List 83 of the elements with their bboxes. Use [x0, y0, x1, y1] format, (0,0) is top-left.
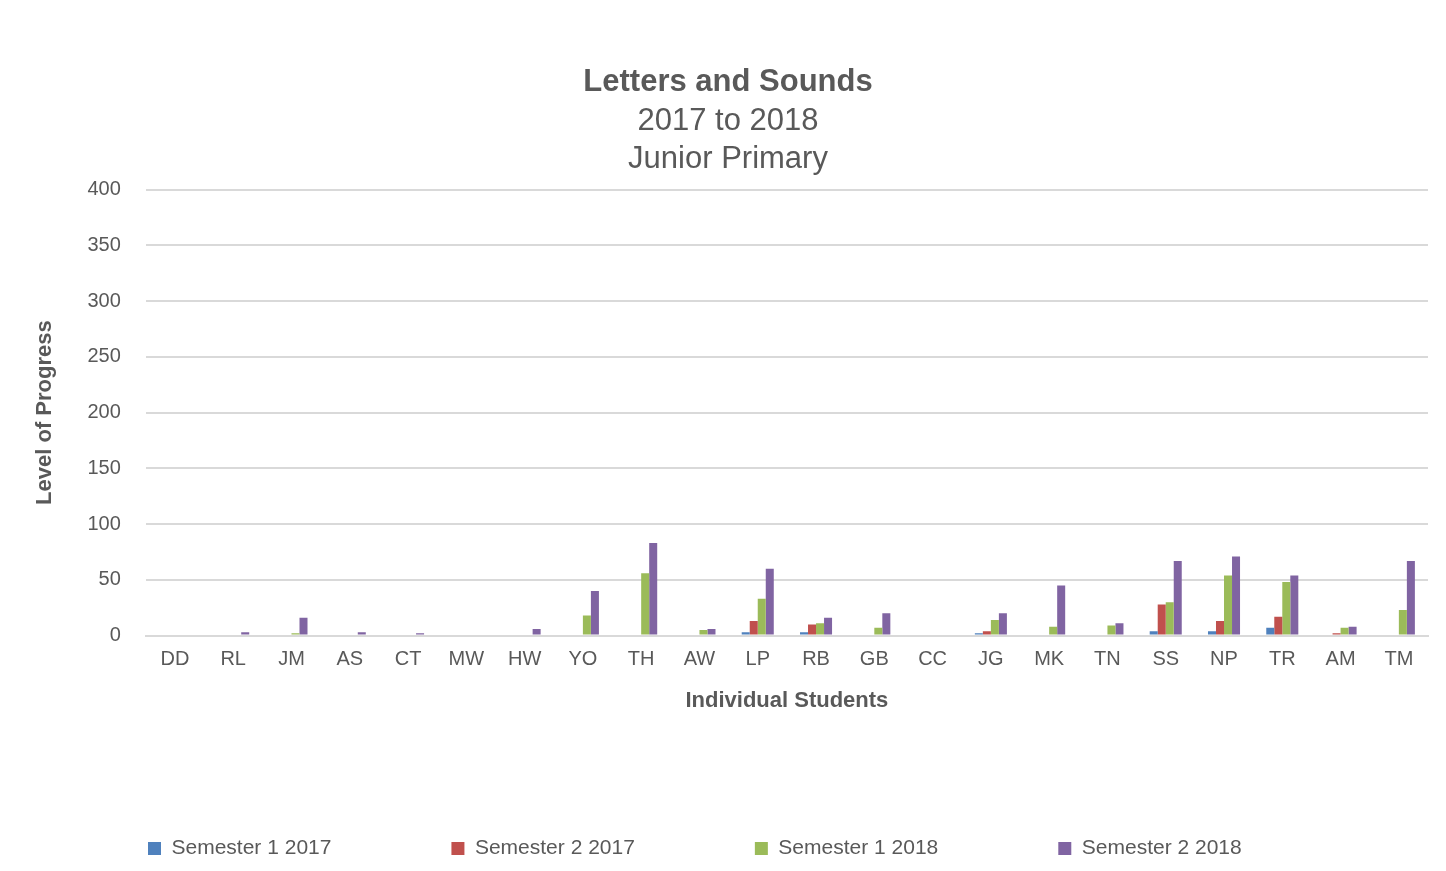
legend-label: Semester 1 2018	[778, 835, 939, 859]
text: Junior Primary	[628, 139, 828, 175]
y-tick-label: 200	[87, 400, 121, 423]
x-tick-label: RL	[220, 647, 246, 670]
bar	[1266, 627, 1275, 635]
y-tick-label: 350	[87, 232, 121, 255]
bar	[590, 591, 599, 635]
bar	[649, 543, 658, 635]
bar	[982, 631, 991, 635]
x-tick-label: MK	[1034, 647, 1065, 670]
bar	[1224, 575, 1233, 635]
bar	[1406, 560, 1415, 635]
x-tick-label: AM	[1325, 647, 1356, 670]
x-tick-label: JG	[978, 647, 1004, 670]
x-tick-label: CC	[918, 647, 948, 670]
x-tick-label: TM	[1384, 647, 1414, 670]
bar	[824, 617, 833, 635]
text: 2017 to 2018	[637, 102, 819, 138]
bar	[741, 632, 750, 635]
x-tick-label: HW	[507, 647, 542, 670]
x-tick-label: AW	[683, 647, 716, 670]
x-tick-label: TN	[1094, 647, 1121, 670]
bar	[1398, 609, 1407, 635]
bar	[757, 598, 766, 635]
legend-label: Semester 2 2018	[1081, 835, 1242, 859]
x-tick-label: JM	[278, 647, 305, 670]
bar	[816, 623, 825, 635]
bar	[241, 632, 250, 635]
bar	[1173, 560, 1182, 635]
bar	[1049, 626, 1058, 635]
bar	[1149, 631, 1158, 635]
bar	[699, 630, 708, 635]
y-tick-label: 300	[87, 288, 121, 311]
bar	[582, 615, 591, 635]
bar	[1107, 625, 1116, 635]
y-tick-label: 100	[87, 511, 121, 534]
legend-label: Semester 1 2017	[171, 835, 332, 859]
bar	[1232, 556, 1241, 635]
bar	[998, 613, 1007, 635]
x-tick-label: MW	[448, 647, 485, 670]
x-tick-label: CT	[394, 647, 422, 670]
x-tick-label: TH	[627, 647, 655, 670]
bar	[1215, 621, 1225, 635]
y-axis-title: Level of Progress	[31, 320, 57, 505]
bar	[749, 621, 758, 635]
bar	[1207, 631, 1216, 635]
y-tick-label: 400	[87, 177, 121, 200]
legend-label: Semester 2 2017	[474, 835, 635, 859]
bar	[1165, 602, 1174, 635]
y-tick-label: 0	[109, 623, 121, 646]
bar	[990, 619, 999, 635]
x-tick-label: AS	[336, 647, 364, 670]
bar	[1282, 582, 1291, 635]
bar	[1057, 585, 1066, 635]
bar	[800, 632, 809, 635]
x-tick-label: TR	[1268, 647, 1296, 670]
chart-title: Letters and Sounds	[583, 63, 873, 99]
x-tick-label: RB	[802, 647, 830, 670]
y-tick-label: 250	[87, 344, 121, 367]
x-tick-label: DD	[160, 647, 190, 670]
x-tick-label: GB	[859, 647, 889, 670]
bar	[532, 628, 541, 635]
bar	[1340, 627, 1349, 635]
x-tick-label: NP	[1210, 647, 1238, 670]
bar	[1274, 616, 1283, 635]
bar	[808, 624, 817, 635]
x-tick-label: YO	[568, 647, 598, 670]
x-tick-label: SS	[1152, 647, 1180, 670]
bar	[1348, 626, 1357, 635]
bar	[765, 568, 774, 635]
bar	[641, 573, 650, 635]
y-tick-label: 150	[87, 455, 121, 478]
y-tick-label: 50	[98, 567, 121, 590]
bar	[707, 628, 716, 635]
bar	[882, 613, 891, 635]
bar	[874, 627, 883, 635]
x-axis-title: Individual Students	[685, 686, 889, 712]
bar	[357, 632, 366, 635]
bar	[1115, 623, 1124, 635]
bar	[1157, 604, 1166, 635]
bar	[1290, 575, 1299, 635]
bar	[299, 617, 308, 635]
x-tick-label: LP	[745, 647, 770, 670]
